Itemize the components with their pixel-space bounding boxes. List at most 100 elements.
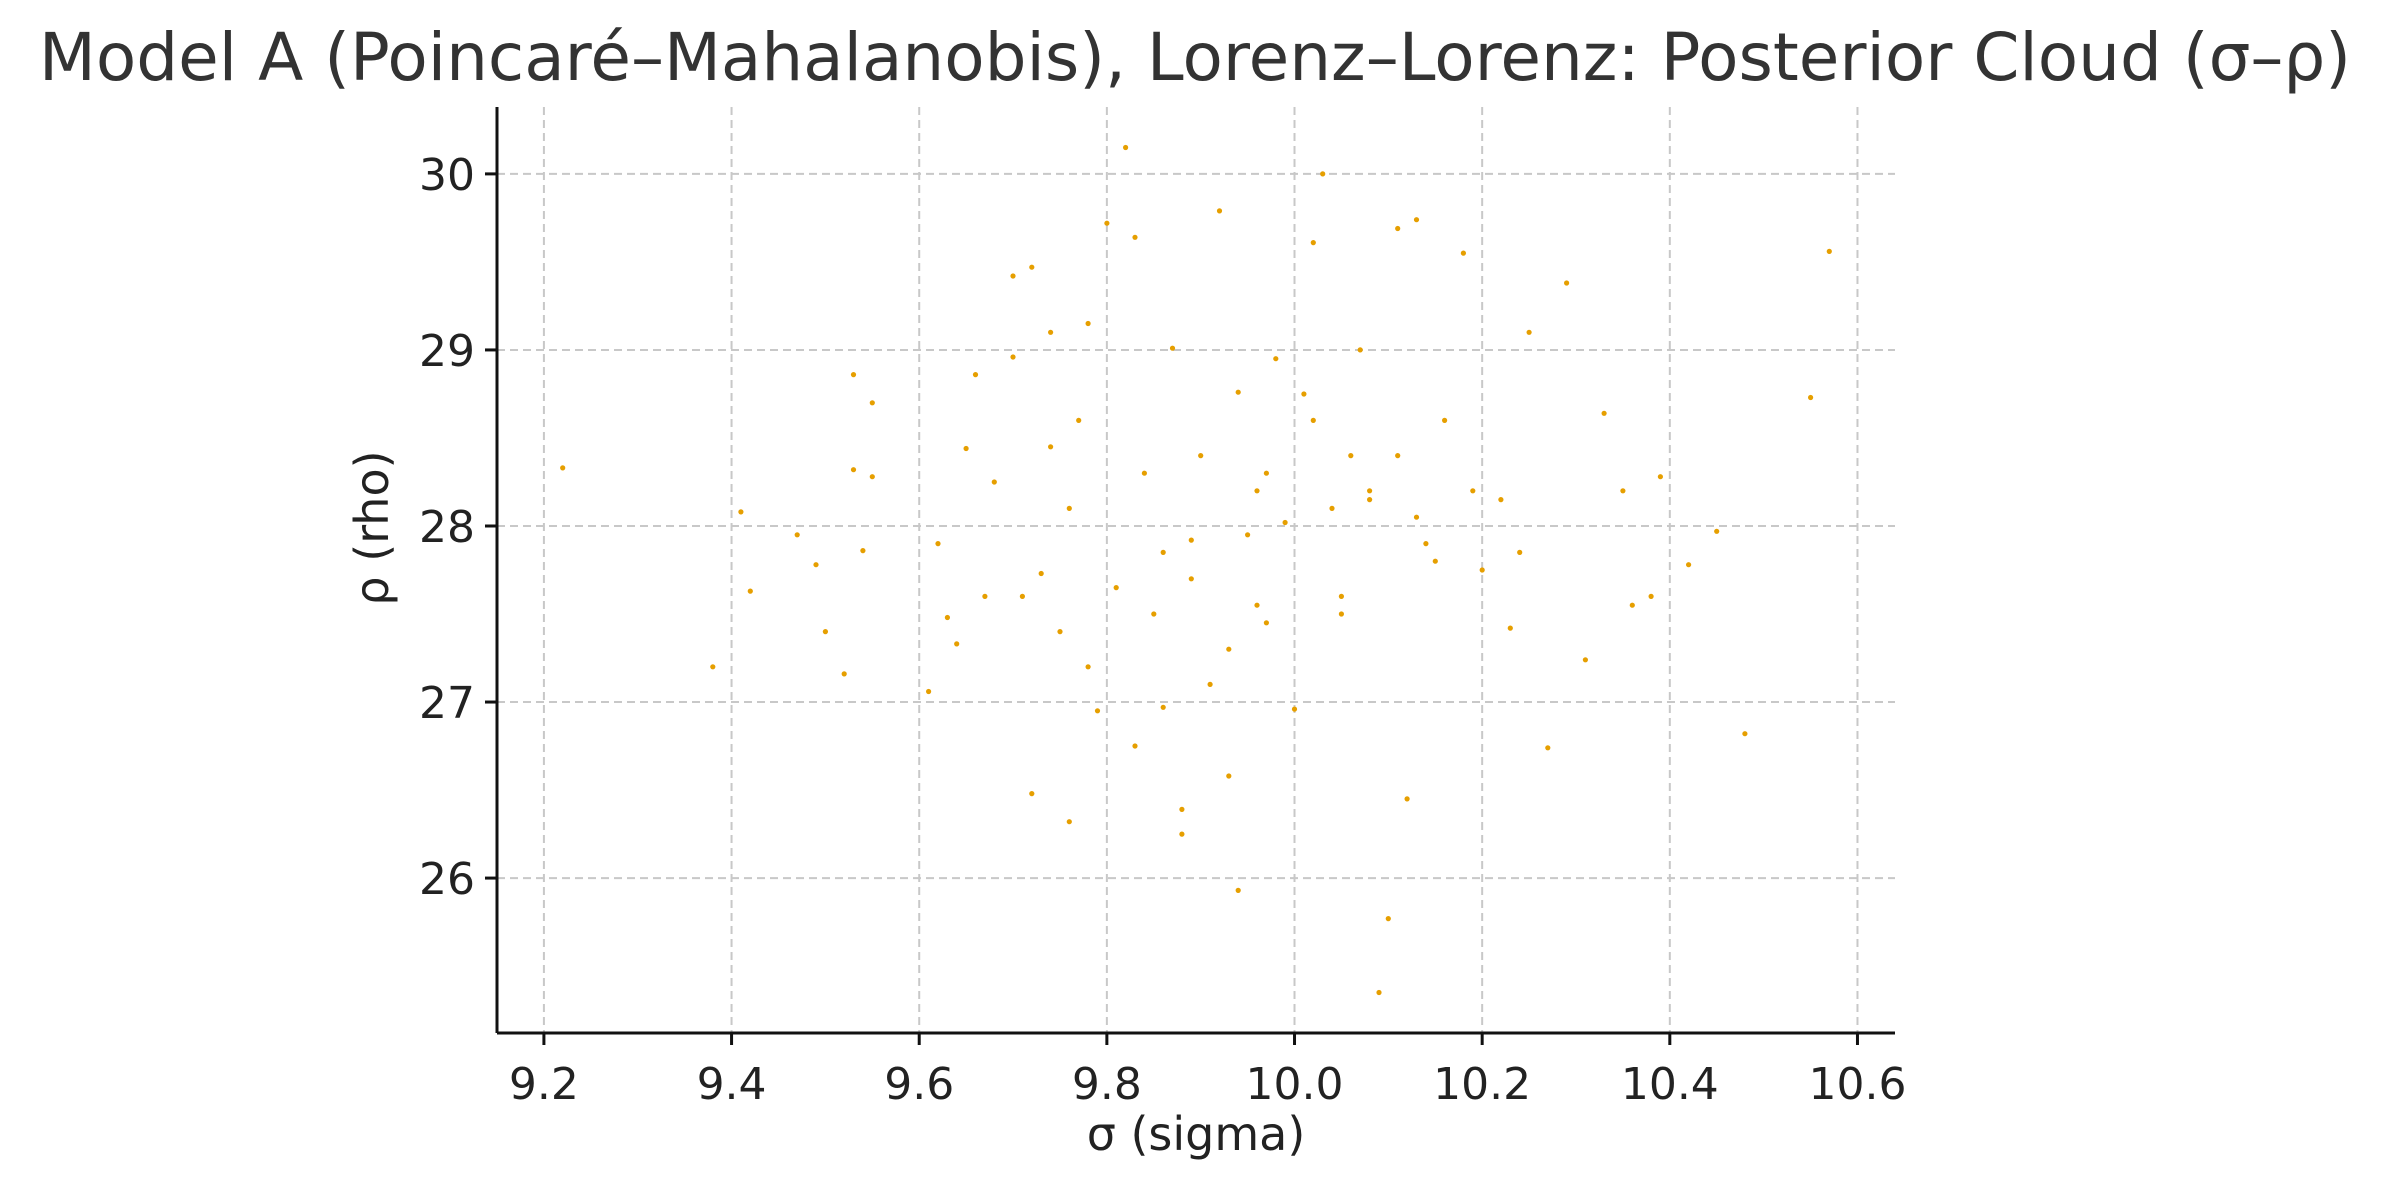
data-point xyxy=(1442,417,1448,423)
data-point xyxy=(1301,391,1307,397)
data-point xyxy=(1066,819,1072,825)
data-point xyxy=(991,479,997,485)
y-tick-label: 27 xyxy=(419,678,475,729)
data-point xyxy=(1470,488,1476,494)
data-point xyxy=(944,614,951,621)
data-point xyxy=(1714,528,1720,534)
data-point xyxy=(869,474,875,480)
x-tick-label: 10.4 xyxy=(1621,1059,1719,1110)
data-point xyxy=(1216,208,1223,214)
data-point xyxy=(1029,264,1035,270)
data-point xyxy=(1029,791,1035,797)
data-point xyxy=(1198,453,1204,459)
y-axis-ticks: 26 27 28 29 30 xyxy=(419,150,497,905)
data-point xyxy=(1357,347,1363,353)
data-point xyxy=(1057,629,1063,635)
y-tick-label: 28 xyxy=(419,502,475,553)
y-tick-label: 30 xyxy=(419,150,475,201)
data-point xyxy=(1620,488,1626,494)
data-point xyxy=(1479,567,1485,573)
data-point xyxy=(560,465,566,471)
data-point xyxy=(1273,356,1279,362)
data-point xyxy=(1113,585,1119,591)
data-point xyxy=(1320,171,1326,177)
data-point xyxy=(1019,593,1025,600)
data-point xyxy=(860,548,866,554)
data-point xyxy=(1151,611,1157,617)
data-point xyxy=(1179,831,1185,837)
data-point xyxy=(1263,470,1269,476)
data-point xyxy=(1686,562,1692,568)
data-point xyxy=(1657,474,1663,480)
data-point xyxy=(1310,240,1316,246)
data-point xyxy=(1038,570,1044,577)
data-point xyxy=(1226,646,1232,652)
data-point xyxy=(1160,704,1166,710)
data-point xyxy=(935,541,941,547)
data-point xyxy=(1132,743,1138,749)
data-point xyxy=(1395,225,1401,232)
data-point xyxy=(1385,916,1391,922)
data-point xyxy=(954,641,960,647)
data-point xyxy=(1188,537,1194,543)
data-point xyxy=(1048,444,1054,450)
data-point xyxy=(1507,625,1513,631)
data-point xyxy=(1104,220,1110,226)
data-point xyxy=(1413,514,1420,520)
data-point xyxy=(1601,410,1607,416)
data-point xyxy=(1404,796,1410,802)
data-point xyxy=(1367,488,1373,494)
data-point xyxy=(982,593,988,600)
data-point xyxy=(1498,497,1504,503)
y-tick-label: 26 xyxy=(419,854,475,905)
data-point xyxy=(1282,519,1288,526)
data-point xyxy=(1432,558,1438,564)
data-point xyxy=(1826,248,1832,254)
data-point xyxy=(794,532,800,538)
data-point xyxy=(1338,611,1344,617)
data-point xyxy=(1254,602,1260,608)
x-axis-label: σ (sigma) xyxy=(1087,1107,1306,1161)
data-point xyxy=(850,467,857,473)
data-point xyxy=(1094,708,1101,714)
data-point xyxy=(1526,329,1532,335)
data-point xyxy=(1010,273,1016,279)
data-point xyxy=(1076,417,1082,423)
data-point xyxy=(1188,576,1194,582)
data-point xyxy=(1132,234,1138,240)
data-point xyxy=(1263,620,1269,626)
data-point xyxy=(1207,681,1213,688)
data-point xyxy=(710,664,716,670)
data-point xyxy=(1460,250,1466,256)
data-point xyxy=(1254,488,1260,494)
data-point xyxy=(1141,470,1147,476)
data-point xyxy=(1648,593,1654,600)
data-point xyxy=(1413,217,1420,223)
x-tick-label: 9.6 xyxy=(884,1059,954,1110)
x-tick-label: 9.4 xyxy=(697,1059,767,1110)
x-tick-label: 10.0 xyxy=(1246,1059,1344,1110)
data-point xyxy=(841,671,847,677)
data-point xyxy=(1395,453,1401,459)
data-point xyxy=(1291,706,1298,712)
data-point xyxy=(869,400,875,406)
x-tick-label: 9.8 xyxy=(1072,1059,1142,1110)
data-point xyxy=(1545,745,1551,751)
data-point xyxy=(1582,657,1588,663)
data-point xyxy=(1310,417,1316,423)
data-point xyxy=(1123,144,1129,151)
y-axis-label: ρ (rho) xyxy=(345,450,399,605)
data-point xyxy=(1048,329,1054,335)
grid xyxy=(497,107,1895,1033)
data-point xyxy=(1235,887,1241,894)
data-point xyxy=(1010,354,1016,360)
data-point xyxy=(972,372,979,378)
data-point xyxy=(1376,989,1382,996)
data-point xyxy=(822,629,829,635)
data-point xyxy=(1160,549,1166,556)
data-points xyxy=(560,144,1832,996)
x-tick-label: 10.6 xyxy=(1808,1059,1906,1110)
x-tick-label: 9.2 xyxy=(509,1059,579,1110)
data-point xyxy=(1348,453,1354,459)
